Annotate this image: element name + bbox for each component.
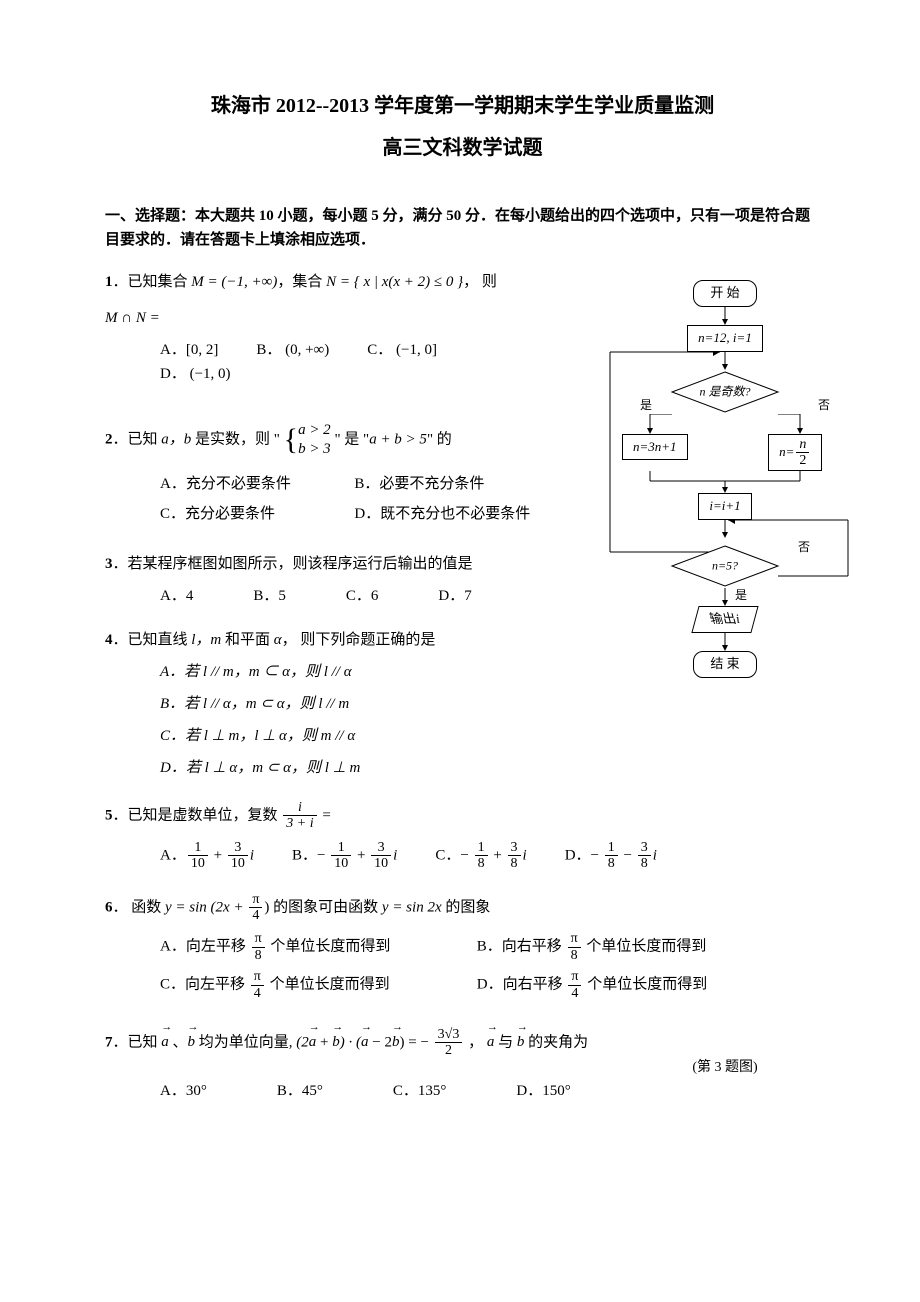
q6-f2: y = sin 2x (382, 899, 442, 915)
q2-text-b: 是实数，则 " (191, 431, 280, 447)
q3-number: 3 (105, 556, 113, 572)
fc-cond2-label: n=5? (712, 559, 738, 573)
flowchart-q3: 开 始 n=12, i=1 n 是奇数? 是 否 n=3n+1 n=n2 i=i… (590, 280, 860, 1079)
q7-text-d: 与 (494, 1034, 517, 1050)
q3-text: ．若某程序框图如图所示，则该程序运行后输出的值是 (113, 556, 473, 572)
section-intro: 一、选择题：本大题共 10 小题，每小题 5 分，满分 50 分．在每小题给出的… (105, 204, 820, 252)
q4-lm: l，m (191, 632, 221, 648)
fc-left: n=3n+1 (622, 434, 688, 461)
question-3: 3．若某程序框图如图所示，则该程序运行后输出的值是 A．4 B．5 C．6 D．… (105, 552, 565, 608)
q4-opt-c: C．若 l ⊥ m，l ⊥ α，则 m // α (160, 724, 565, 748)
fc-output: 输出 i (692, 606, 759, 633)
q5-opt-b: B．− 110 + 310i (292, 840, 397, 872)
q7-text-e: 的夹角为 (524, 1034, 588, 1050)
q6-text-b: ) 的图象可由函数 (264, 899, 382, 915)
q7-opt-c: C．135° (393, 1079, 447, 1103)
fc-cond2: n=5? 否 (670, 544, 780, 588)
fc-step: i=i+1 (698, 493, 751, 520)
q2-condition: { a > 2 b > 3 (284, 416, 331, 464)
q4-text-a: ．已知直线 (113, 632, 192, 648)
q5-eq: = (322, 807, 330, 823)
q7-opt-b: B．45° (277, 1079, 323, 1103)
q1-text-a: ．已知集合 (113, 274, 192, 290)
q7-number: 7 (105, 1034, 113, 1050)
q2-cond2: b > 3 (298, 441, 331, 457)
content-area: 1．已知集合 M = (−1, +∞)，集合 N = { x | x(x + 2… (105, 270, 820, 1103)
q6-text-a: ． 函数 (113, 899, 166, 915)
fc-yes2: 是 (735, 586, 747, 605)
q7-text-a: ．已知 (113, 1034, 162, 1050)
q1-mn: M ∩ N = (105, 306, 565, 330)
q5-number: 5 (105, 807, 113, 823)
q7-opt-a: A．30° (160, 1079, 207, 1103)
q1-m-eq: M = (−1, +∞) (191, 274, 277, 290)
q4-opt-d: D．若 l ⊥ α，m ⊂ α，则 l ⊥ m (160, 756, 565, 780)
q3-opt-a: A．4 (160, 584, 193, 608)
q1-opt-a: A．[0, 2] (160, 338, 218, 362)
title-sub: 高三文科数学试题 (105, 132, 820, 164)
q6-opt-c: C．向左平移 π4 个单位长度而得到 (160, 969, 477, 1001)
q2-opt-a: A．充分不必要条件 (160, 472, 354, 496)
q5-opt-c: C．− 18 + 38i (435, 840, 526, 872)
q1-text-c: ， 则 (463, 274, 497, 290)
q1-n-eq: N = { x | x(x + 2) ≤ 0 } (326, 274, 463, 290)
fc-init: n=12, i=1 (687, 325, 763, 352)
q7-vec-a1: a (161, 1030, 169, 1054)
q1-opt-c: C． (−1, 0] (367, 338, 437, 362)
fc-yes1: 是 (640, 396, 652, 415)
q4-text-b: 和平面 (221, 632, 274, 648)
question-4: 4．已知直线 l，m 和平面 α， 则下列命题正确的是 A．若 l // m，m… (105, 628, 565, 780)
fc-cond1-label: n 是奇数? (699, 384, 750, 398)
q1-number: 1 (105, 274, 113, 290)
q6-number: 6 (105, 899, 113, 915)
fc-caption: (第 3 题图) (590, 1057, 860, 1079)
question-2: 2．已知 a，b 是实数，则 " { a > 2 b > 3 " 是 "a + … (105, 416, 565, 532)
fc-no2: 否 (798, 538, 810, 557)
q4-opt-b: B．若 l // α，m ⊂ α，则 l // m (160, 692, 565, 716)
q3-opt-b: B．5 (253, 584, 286, 608)
q4-opt-a: A．若 l // m，m ⊂ α，则 l // α (160, 660, 565, 684)
q2-text-a: ．已知 (113, 431, 162, 447)
q4-text-c: ， 则下列命题正确的是 (282, 632, 436, 648)
q1-text-b: ，集合 (277, 274, 326, 290)
q2-cond1: a > 2 (298, 422, 331, 438)
q2-sum: a + b > 5 (369, 431, 427, 447)
question-1: 1．已知集合 M = (−1, +∞)，集合 N = { x | x(x + 2… (105, 270, 565, 386)
q2-number: 2 (105, 431, 113, 447)
q5-fraction: i3 + i (283, 800, 316, 832)
fc-end: 结 束 (693, 651, 756, 678)
q7-opt-d: D．150° (516, 1079, 570, 1103)
fc-right: n=n2 (768, 434, 822, 472)
q7-vec-b1: b (188, 1030, 196, 1054)
q4-alpha: α (274, 632, 282, 648)
q6-opt-a: A．向左平移 π8 个单位长度而得到 (160, 931, 477, 963)
q7-text-c: ， (464, 1034, 487, 1050)
q6-text-c: 的图象 (442, 899, 491, 915)
q1-opt-d: D． (−1, 0) (160, 362, 231, 386)
q6-f1: y = sin (2x + (165, 899, 247, 915)
q7-text-b: 均为单位向量, (195, 1034, 296, 1050)
q5-text: ．已知是虚数单位，复数 (113, 807, 282, 823)
q2-opt-c: C．充分必要条件 (160, 502, 354, 526)
q4-number: 4 (105, 632, 113, 648)
q2-opt-b: B．必要不充分条件 (354, 472, 548, 496)
questions-left: 1．已知集合 M = (−1, +∞)，集合 N = { x | x(x + 2… (105, 270, 565, 780)
fc-no1: 否 (818, 396, 830, 415)
q5-opt-a: A．110 + 310i (160, 840, 254, 872)
q1-opt-b: B． (0, +∞) (256, 338, 329, 362)
q2-ab: a，b (161, 431, 191, 447)
q3-opt-c: C．6 (346, 584, 379, 608)
q2-text-d: " 的 (427, 431, 452, 447)
fc-start: 开 始 (693, 280, 756, 307)
q3-opt-d: D．7 (438, 584, 471, 608)
q2-opt-d: D．既不充分也不必要条件 (354, 502, 548, 526)
title-main: 珠海市 2012--2013 学年度第一学期期末学生学业质量监测 (105, 90, 820, 122)
q2-text-c: " 是 " (334, 431, 369, 447)
fc-cond1: n 是奇数? (670, 370, 780, 414)
